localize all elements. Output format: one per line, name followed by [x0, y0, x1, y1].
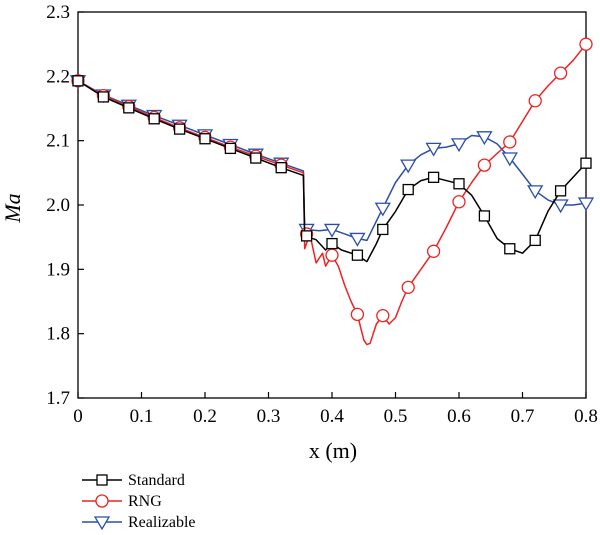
y-tick-label: 2.1: [46, 131, 70, 152]
data-point-standard: [72, 75, 84, 87]
legend-item-standard: Standard: [82, 472, 185, 489]
legend: Standard RNG Realizable: [82, 472, 196, 531]
data-point-standard: [453, 178, 465, 190]
x-tick-label: 0.1: [130, 406, 154, 427]
data-point-standard: [351, 249, 364, 261]
data-point-rng: [553, 66, 568, 80]
data-point-standard: [326, 237, 338, 250]
data-point-realizable: [476, 131, 493, 146]
axes: 0 0.1 0.2 0.3 0.4 0.5 0.6 0.7 0.8 1.7 1.8 1.9 2.0 2.1…: [46, 2, 598, 427]
x-tick-label: 0.3: [257, 406, 281, 427]
data-point-standard: [300, 230, 313, 242]
x-tick-label: 0: [73, 406, 83, 427]
data-point-realizable: [577, 197, 595, 212]
series-line-realizable: [77, 80, 587, 242]
series-realizable: [69, 75, 595, 247]
legend-label: RNG: [128, 493, 162, 510]
series-line-rng: [77, 43, 587, 346]
data-point-standard: [580, 157, 592, 169]
data-point-realizable: [400, 159, 417, 174]
x-tick-label: 0.6: [447, 406, 471, 427]
data-point-standard: [504, 243, 516, 255]
legend-swatch-marker: [95, 494, 109, 508]
data-point-standard: [478, 210, 491, 222]
data-point-rng: [376, 309, 390, 323]
y-tick-label: 2.0: [46, 195, 70, 216]
x-tick-label: 0.7: [511, 406, 535, 427]
data-point-standard: [148, 113, 160, 125]
y-tick-label: 2.3: [46, 2, 70, 23]
data-point-standard: [529, 234, 541, 247]
data-point-rng: [579, 37, 593, 51]
data-point-rng: [350, 307, 365, 322]
data-point-standard: [427, 171, 440, 183]
data-point-standard: [275, 162, 287, 174]
y-tick-label: 2.2: [46, 66, 70, 87]
y-tick-label: 1.9: [46, 259, 70, 280]
x-tick-label: 0.4: [320, 406, 344, 427]
data-point-rng: [401, 280, 415, 294]
data-point-rng: [477, 158, 492, 172]
legend-swatch-marker: [96, 474, 108, 486]
data-point-realizable: [374, 202, 391, 217]
x-tick-label: 0.2: [193, 406, 217, 427]
data-point-realizable: [450, 138, 468, 153]
legend-item-realizable: Realizable: [82, 514, 196, 531]
data-point-standard: [224, 142, 237, 155]
data-point-standard: [554, 185, 567, 197]
data-point-standard: [250, 152, 262, 164]
legend-label: Realizable: [128, 514, 196, 531]
x-tick-label: 0.5: [384, 406, 408, 427]
legend-label: Standard: [128, 472, 185, 489]
data-point-realizable: [552, 199, 569, 214]
data-point-standard: [199, 133, 211, 145]
y-axis-label: Ma: [0, 193, 25, 223]
data-point-realizable: [323, 223, 341, 238]
series-rng: [71, 37, 593, 346]
data-point-rng: [503, 135, 517, 149]
series-standard: [72, 75, 592, 263]
data-point-realizable: [349, 232, 366, 247]
data-point-standard: [97, 91, 110, 103]
y-tick-label: 1.8: [46, 324, 70, 345]
data-point-standard: [377, 223, 389, 236]
data-point-rng: [528, 94, 542, 108]
data-point-standard: [173, 123, 186, 135]
data-point-rng: [325, 248, 339, 262]
data-point-realizable: [425, 142, 442, 157]
data-point-rng: [426, 244, 441, 258]
x-tick-label: 0.8: [574, 406, 598, 427]
data-point-rng: [452, 195, 466, 209]
data-point-realizable: [501, 152, 518, 167]
legend-swatch-marker: [93, 516, 111, 531]
data-point-realizable: [527, 185, 544, 200]
y-tick-label: 1.7: [46, 388, 70, 409]
legend-item-rng: RNG: [82, 493, 162, 510]
data-point-standard: [402, 183, 414, 196]
plot-frame: [77, 11, 587, 399]
series-layer: [69, 37, 595, 346]
data-point-standard: [123, 102, 135, 114]
x-axis-label: x (m): [309, 438, 357, 463]
